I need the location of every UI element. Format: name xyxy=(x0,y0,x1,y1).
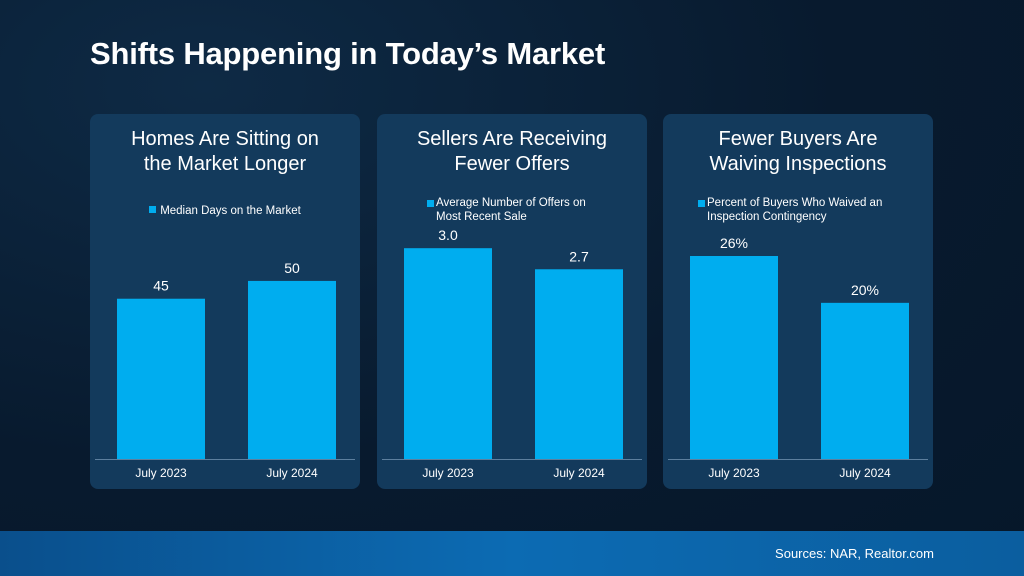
panel-title: Fewer Buyers Are Waiving Inspections xyxy=(663,127,933,177)
x-tick-label: July 2023 xyxy=(135,466,187,480)
legend-label-line-1: Percent of Buyers Who Waived an xyxy=(707,197,883,209)
legend-label-line-2: Inspection Contingency xyxy=(707,211,827,223)
sources-note: Sources: NAR, Realtor.com xyxy=(775,546,934,561)
legend-label-line-2: Most Recent Sale xyxy=(436,211,527,223)
bar-july-2024 xyxy=(248,280,336,459)
data-label: 20% xyxy=(851,282,879,298)
panel-title: Sellers Are Receiving Fewer Offers xyxy=(377,127,647,177)
panel-title: Homes Are Sitting on the Market Longer xyxy=(90,127,360,177)
legend-label-line-1: Average Number of Offers on xyxy=(436,197,586,209)
chart-legend: Median Days on the Market xyxy=(90,204,360,218)
bar-july-2024 xyxy=(535,269,623,459)
legend-label: Median Days on the Market xyxy=(160,205,301,217)
data-label: 45 xyxy=(153,278,169,294)
bar-chart-inspections: 26% July 2023 20% July 2024 xyxy=(668,235,928,480)
data-label: 3.0 xyxy=(438,227,458,243)
panel-title-line-2: Fewer Offers xyxy=(454,153,570,175)
x-tick-label: July 2024 xyxy=(266,466,318,480)
bar-july-2023 xyxy=(690,255,778,459)
panel-title-line-2: the Market Longer xyxy=(143,153,307,175)
panel-title-line-1: Sellers Are Receiving xyxy=(416,128,608,150)
bar-july-2024 xyxy=(821,302,909,459)
bar-july-2023 xyxy=(404,248,492,459)
data-label: 50 xyxy=(284,260,300,276)
bar-chart-days-on-market: 45 July 2023 50 July 2024 xyxy=(95,260,355,480)
chart-legend: Average Number of Offers on Most Recent … xyxy=(427,196,647,224)
x-tick-label: July 2024 xyxy=(839,466,891,480)
panel-inspections: Fewer Buyers Are Waiving Inspections Per… xyxy=(663,114,933,489)
legend-swatch xyxy=(149,206,157,213)
data-label: 26% xyxy=(720,235,748,251)
x-tick-label: July 2023 xyxy=(708,466,760,480)
chart-legend: Percent of Buyers Who Waived an Inspecti… xyxy=(698,196,933,224)
data-label: 2.7 xyxy=(569,248,589,264)
legend-swatch xyxy=(427,200,434,207)
slide-title: Shifts Happening in Today’s Market xyxy=(90,36,606,71)
x-tick-label: July 2024 xyxy=(553,466,605,480)
panel-title-line-1: Homes Are Sitting on xyxy=(131,128,319,150)
panel-offers: Sellers Are Receiving Fewer Offers Avera… xyxy=(377,114,647,489)
panel-days-on-market: Homes Are Sitting on the Market Longer M… xyxy=(90,114,360,489)
panel-title-line-1: Fewer Buyers Are xyxy=(718,128,878,150)
legend-swatch xyxy=(698,200,705,207)
panel-title-line-2: Waiving Inspections xyxy=(709,153,887,175)
footer-band: Sources: NAR, Realtor.com xyxy=(0,531,1024,576)
bar-chart-offers: 3.0 July 2023 2.7 July 2024 xyxy=(382,227,642,480)
x-tick-label: July 2023 xyxy=(422,466,474,480)
bar-july-2023 xyxy=(117,298,205,459)
